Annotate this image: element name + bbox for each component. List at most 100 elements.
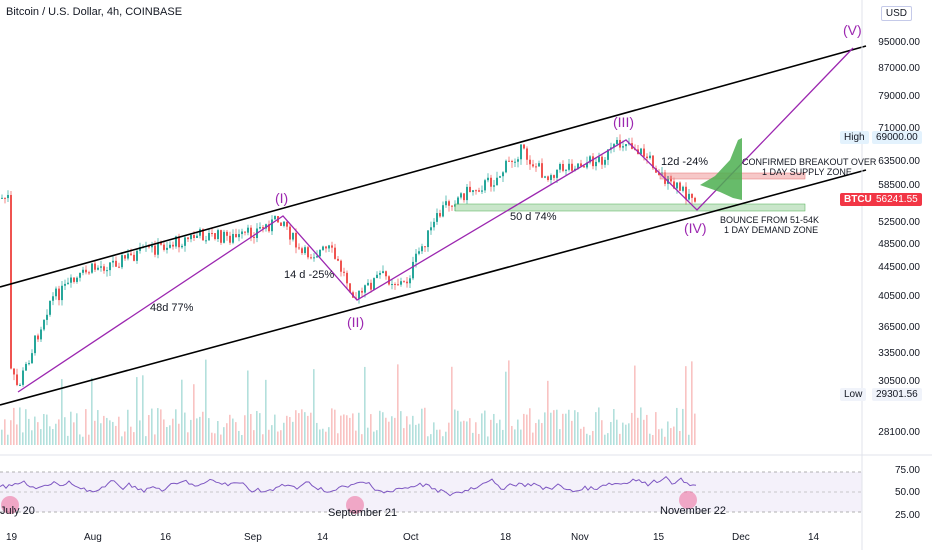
candle-body: [229, 235, 231, 243]
volume-bar: [55, 423, 57, 445]
volume-bar: [316, 422, 318, 445]
candle-body: [502, 172, 504, 177]
candle-body: [685, 186, 687, 200]
candle-body: [280, 222, 282, 226]
time-tick: Sep: [244, 532, 262, 543]
candle-body: [412, 261, 414, 279]
volume-bar: [286, 415, 288, 445]
volume-bar: [418, 423, 420, 445]
candle-body: [178, 236, 180, 248]
candle-body: [577, 163, 579, 169]
candle-body: [559, 164, 561, 170]
candle-body: [406, 281, 408, 284]
volume-bar: [520, 429, 522, 445]
volume-bar: [631, 412, 633, 445]
channel-lower-line[interactable]: [0, 169, 867, 406]
volume-bar: [220, 434, 222, 445]
candle-body: [214, 233, 216, 240]
price-tick: 44500.00: [878, 262, 920, 273]
candle-body: [607, 149, 609, 160]
volume-bar: [121, 436, 123, 445]
rsi-tick: 75.00: [894, 465, 920, 476]
volume-bar: [655, 412, 657, 445]
time-tick: 14: [317, 532, 329, 543]
candle-body: [367, 282, 369, 286]
candle-body: [556, 169, 558, 178]
candle-body: [40, 329, 42, 340]
wave-label-4: (IV): [684, 220, 707, 236]
candle-body: [370, 282, 372, 290]
volume-bar: [502, 429, 504, 445]
volume-bar: [112, 421, 114, 445]
volume-bar: [160, 409, 162, 445]
candle-body: [313, 257, 315, 259]
volume-bar: [427, 436, 429, 445]
candle-body: [1, 197, 3, 199]
price-tick: 52500.00: [878, 217, 920, 228]
volume-bar: [178, 423, 180, 445]
volume-bar: [283, 422, 285, 445]
volume-bar: [277, 431, 279, 445]
candle-body: [46, 314, 48, 320]
candle-body: [373, 278, 375, 290]
breakout-note-line2: 1 DAY SUPPLY ZONE: [762, 167, 852, 177]
candle-body: [511, 160, 513, 162]
candle-body: [328, 245, 330, 249]
volume-bar: [388, 421, 390, 445]
time-tick: 15: [653, 532, 665, 543]
candle-body: [235, 233, 237, 238]
volume-bar: [43, 414, 45, 445]
volume-bar: [391, 416, 393, 445]
volume-bar: [481, 413, 483, 445]
volume-bar: [577, 412, 579, 445]
candle-body: [571, 163, 573, 171]
volume-bar: [550, 412, 552, 445]
volume-bar: [619, 433, 621, 445]
candle-body: [28, 363, 30, 365]
candle-body: [337, 258, 339, 261]
volume-bar: [172, 418, 174, 445]
volume-bar: [433, 422, 435, 445]
candle-body: [160, 242, 162, 245]
volume-bar: [535, 423, 537, 445]
volume-bar: [514, 429, 516, 445]
volume-bar: [244, 415, 246, 445]
demand-zone: [454, 203, 806, 212]
breakout-note-line1: CONFIRMED BREAKOUT OVER: [742, 157, 877, 167]
candle-body: [31, 353, 33, 364]
volume-bar: [22, 432, 24, 445]
volume-bar: [400, 411, 402, 445]
volume-bar: [409, 424, 411, 445]
time-tick: Nov: [571, 532, 589, 543]
volume-bar: [592, 430, 594, 445]
leg-label-2: 14 d -25%: [284, 269, 335, 281]
candle-body: [613, 144, 615, 148]
volume-bar: [49, 426, 51, 445]
candle-body: [667, 176, 669, 184]
candle-body: [424, 246, 426, 248]
volume-bars: [1, 359, 696, 445]
candle-body: [604, 159, 606, 165]
volume-bar: [625, 424, 627, 445]
currency-tag[interactable]: USD: [880, 6, 912, 21]
volume-bar: [430, 434, 432, 445]
volume-bar: [475, 422, 477, 445]
candle-body: [523, 144, 525, 149]
volume-bar: [352, 413, 354, 445]
candle-body: [304, 247, 306, 254]
candle-body: [526, 148, 528, 160]
channel-upper-line[interactable]: [0, 45, 867, 288]
volume-bar: [538, 419, 540, 445]
volume-bar: [640, 407, 642, 445]
volume-bar: [646, 414, 648, 445]
rsi-marker-1: [1, 496, 19, 514]
candle-body: [550, 175, 552, 180]
candle-body: [52, 296, 54, 301]
candle-body: [217, 230, 219, 240]
leg-label-4: 12d -24%: [661, 156, 709, 168]
volume-bar: [196, 418, 198, 445]
candle-body: [598, 156, 600, 162]
volume-bar: [118, 416, 120, 445]
